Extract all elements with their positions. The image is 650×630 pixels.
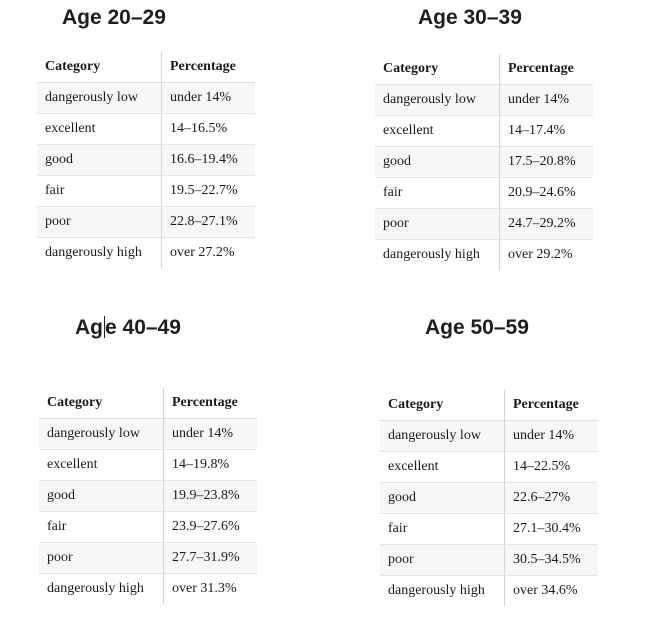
percentage-cell: 14–22.5%	[504, 451, 598, 483]
table-row: fair 23.9–27.6%	[39, 511, 257, 543]
age-title: Age 20–29	[62, 6, 166, 29]
table-header-row: Category Percentage	[37, 52, 255, 83]
percentage-cell: under 14%	[504, 420, 598, 452]
age-title-text: Age 40–49	[75, 316, 181, 339]
table-row: fair 20.9–24.6%	[375, 177, 593, 209]
percentage-cell: 14–16.5%	[161, 113, 255, 145]
category-table: Category Percentage dangerously low under…	[39, 388, 257, 604]
table-row: dangerously high over 29.2%	[375, 239, 593, 270]
category-cell: dangerously high	[375, 239, 500, 270]
percentage-cell: 19.5–22.7%	[161, 175, 255, 207]
category-cell: poor	[37, 206, 162, 238]
percentage-cell: 30.5–34.5%	[504, 544, 598, 576]
age-title-text-start: Ag	[75, 316, 103, 339]
column-header-percentage: Percentage	[504, 390, 598, 421]
table-row: poor 30.5–34.5%	[380, 544, 598, 576]
category-cell: fair	[37, 175, 162, 207]
category-cell: excellent	[39, 449, 164, 481]
percentage-cell: 27.1–30.4%	[504, 513, 598, 545]
percentage-cell: over 27.2%	[170, 245, 235, 260]
percentage-cell: under 14%	[499, 84, 593, 116]
table-row: good 22.6–27%	[380, 482, 598, 514]
column-header-percentage: Percentage	[163, 388, 257, 419]
category-cell: dangerously high	[380, 575, 505, 606]
column-header-category: Category	[380, 390, 505, 421]
table-header-row: Category Percentage	[39, 388, 257, 419]
percentage-cell: 23.9–27.6%	[163, 511, 257, 543]
percentage-cell: 22.6–27%	[504, 482, 598, 514]
percentage-cell: 19.9–23.8%	[163, 480, 257, 512]
percentage-cell: 27.7–31.9%	[163, 542, 257, 574]
table-row: dangerously low under 14%	[37, 82, 255, 114]
percentage-cell: under 14%	[161, 82, 255, 114]
table-row: fair 27.1–30.4%	[380, 513, 598, 545]
age-title: Age 50–59	[425, 316, 529, 339]
category-cell: good	[37, 144, 162, 176]
table-row: good 19.9–23.8%	[39, 480, 257, 512]
percentage-cell: over 34.6%	[513, 583, 578, 598]
category-cell: dangerously low	[380, 420, 505, 452]
table-row: dangerously high over 31.3%	[39, 573, 257, 604]
percentage-cell: 24.7–29.2%	[499, 208, 593, 240]
text-cursor-icon	[104, 316, 105, 338]
category-cell: dangerously low	[37, 82, 162, 114]
percentage-cell: 14–19.8%	[163, 449, 257, 481]
percentage-cell: 14–17.4%	[499, 115, 593, 147]
table-row: fair 19.5–22.7%	[37, 175, 255, 207]
percentage-cell: 16.6–19.4%	[161, 144, 255, 176]
table-row: dangerously low under 14%	[39, 418, 257, 450]
table-row: good 16.6–19.4%	[37, 144, 255, 176]
age-title-text-end: e 40–49	[105, 316, 181, 339]
age-title: Age 30–39	[418, 6, 522, 29]
table-row: good 17.5–20.8%	[375, 146, 593, 178]
table-row: excellent 14–17.4%	[375, 115, 593, 147]
table-row: dangerously low under 14%	[380, 420, 598, 452]
category-cell: poor	[375, 208, 500, 240]
category-cell: good	[39, 480, 164, 512]
table-row: poor 22.8–27.1%	[37, 206, 255, 238]
column-header-category: Category	[375, 54, 500, 85]
percentage-cell: over 29.2%	[508, 247, 573, 262]
column-header-percentage: Percentage	[161, 52, 255, 83]
category-cell: good	[380, 482, 505, 514]
category-cell: fair	[375, 177, 500, 209]
percentage-cell: 17.5–20.8%	[499, 146, 593, 178]
column-header-category: Category	[39, 388, 164, 419]
table-row: dangerously high over 34.6%	[380, 575, 598, 606]
category-cell: excellent	[380, 451, 505, 483]
percentage-cell: over 31.3%	[172, 581, 237, 596]
category-cell: dangerously low	[375, 84, 500, 116]
category-table: Category Percentage dangerously low under…	[380, 390, 598, 606]
category-cell: dangerously high	[37, 237, 162, 268]
category-cell: excellent	[375, 115, 500, 147]
category-cell: excellent	[37, 113, 162, 145]
table-row: dangerously high over 27.2%	[37, 237, 255, 268]
category-table: Category Percentage dangerously low under…	[375, 54, 593, 270]
category-cell: poor	[380, 544, 505, 576]
category-cell: poor	[39, 542, 164, 574]
table-row: excellent 14–16.5%	[37, 113, 255, 145]
column-header-percentage: Percentage	[499, 54, 593, 85]
table-header-row: Category Percentage	[375, 54, 593, 85]
percentage-cell: 20.9–24.6%	[499, 177, 593, 209]
table-row: excellent 14–22.5%	[380, 451, 598, 483]
percentage-cell: under 14%	[163, 418, 257, 450]
age-title: Age 40–49	[75, 316, 181, 340]
category-table: Category Percentage dangerously low under…	[37, 52, 255, 268]
column-header-category: Category	[37, 52, 162, 83]
percentage-cell: 22.8–27.1%	[161, 206, 255, 238]
category-cell: dangerously high	[39, 573, 164, 604]
category-cell: fair	[380, 513, 505, 545]
category-cell: dangerously low	[39, 418, 164, 450]
table-row: poor 24.7–29.2%	[375, 208, 593, 240]
category-cell: good	[375, 146, 500, 178]
table-header-row: Category Percentage	[380, 390, 598, 421]
category-cell: fair	[39, 511, 164, 543]
table-row: dangerously low under 14%	[375, 84, 593, 116]
table-row: excellent 14–19.8%	[39, 449, 257, 481]
table-row: poor 27.7–31.9%	[39, 542, 257, 574]
